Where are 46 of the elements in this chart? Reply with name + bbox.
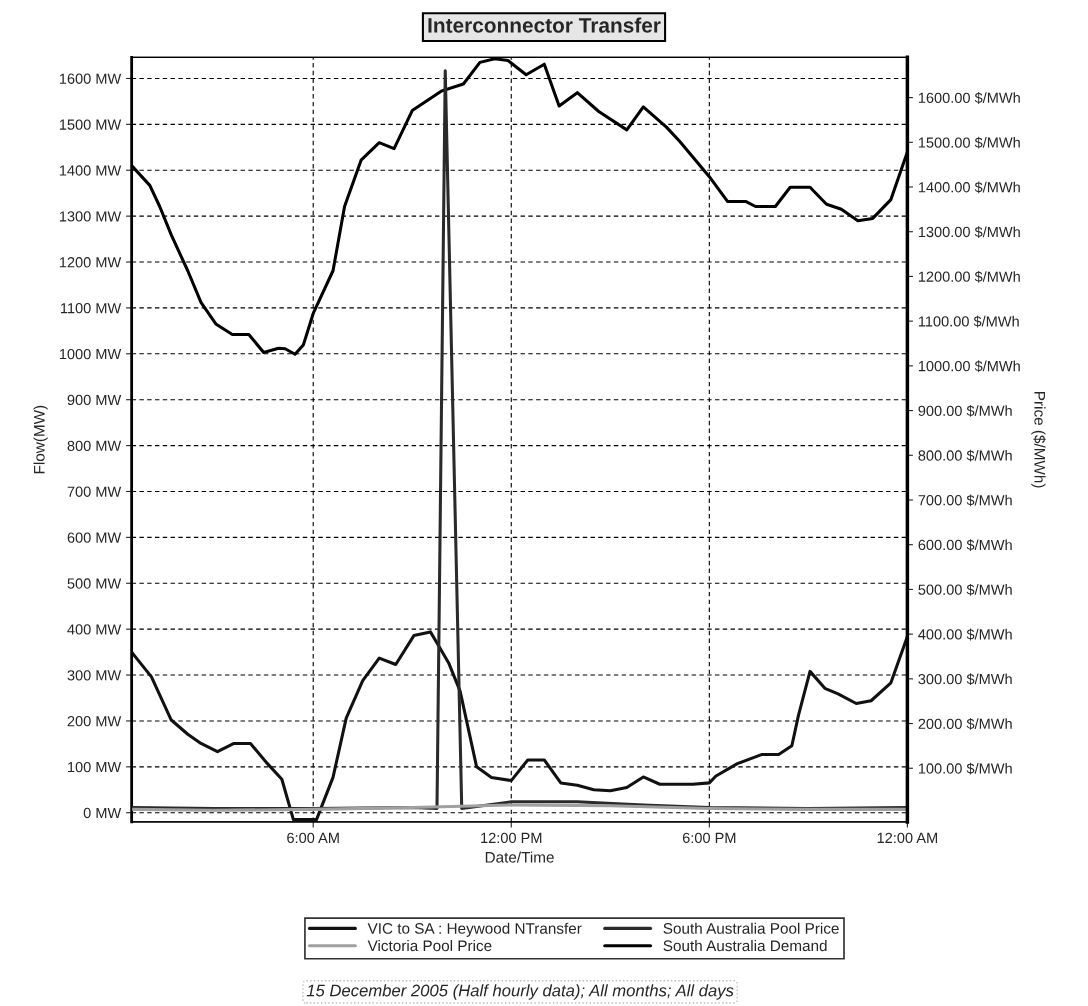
y-tick-label: 1500 MW [59, 119, 122, 130]
x-tick-label: 12:00 AM [877, 832, 938, 844]
legend-label: South Australia Demand [663, 939, 827, 952]
y-tick-label: 1200 MW [59, 257, 122, 268]
y-tick-label: 600 MW [67, 532, 122, 543]
y2-tick-label: 100.00 $/MWh [918, 762, 1012, 775]
legend-label: Victoria Pool Price [367, 939, 492, 952]
y-tick-label: 200 MW [67, 716, 122, 727]
y2-tick-label: 300.00 $/MWh [918, 673, 1012, 686]
y2-tick-label: 600.00 $/MWh [918, 539, 1012, 551]
y-tick-label: 100 MW [68, 761, 122, 773]
y2-tick-label: 400.00 $/MWh [918, 628, 1012, 641]
y-tick-label: 0 MW [83, 807, 122, 819]
y-tick-label: 900 MW [67, 394, 122, 406]
text: 15 December 2005 (Half hourly data); All months; All days [306, 984, 734, 1000]
y-tick-label: 1600 MW [59, 73, 122, 84]
y2-axis-title: Price ($/MWh) [1031, 392, 1046, 488]
y2-tick-label: 1600.00 $/MWh [918, 92, 1020, 104]
y-tick-label: 800 MW [67, 440, 122, 452]
y2-tick-label: 500.00 $/MWh [918, 583, 1012, 596]
y2-tick-label: 700.00 $/MWh [918, 494, 1012, 507]
y2-tick-label: 1100.00 $/MWh [918, 315, 1019, 328]
y-tick-label: 500 MW [67, 578, 122, 589]
y2-tick-label: 1200.00 $/MWh [918, 270, 1020, 283]
x-tick-label: 6:00 PM [682, 832, 736, 844]
y-tick-label: 400 MW [67, 624, 122, 635]
y-tick-label: 1300 MW [59, 211, 122, 222]
x-tick-label: 6:00 AM [287, 832, 339, 844]
legend-label: South Australia Pool Price [663, 922, 839, 934]
chart-title: Interconnector Transfer [428, 17, 661, 33]
y2-tick-label: 1400.00 $/MWh [918, 181, 1020, 194]
y2-tick-label: 1300.00 $/MWh [918, 226, 1020, 239]
x-axis-title: Date/Time [485, 851, 554, 863]
y2-tick-label: 1000.00 $/MWh [918, 360, 1020, 373]
y2-tick-label: 900.00 $/MWh [918, 405, 1012, 417]
y-tick-label: 1100 MW [61, 303, 122, 314]
y-tick-label: 700 MW [67, 486, 122, 497]
y-tick-label: 1000 MW [59, 348, 122, 360]
y2-tick-label: 1500.00 $/MWh [918, 136, 1020, 149]
y2-tick-label: 800.00 $/MWh [918, 449, 1012, 462]
y-tick-label: 1400 MW [59, 165, 122, 176]
y-axis-title: Flow(MW) [33, 405, 48, 474]
y-tick-label: 300 MW [67, 670, 122, 681]
x-tick-label: 12:00 PM [481, 832, 542, 844]
y2-tick-label: 200.00 $/MWh [918, 718, 1012, 730]
legend-label: VIC to SA : Heywood NTransfer [367, 922, 582, 937]
